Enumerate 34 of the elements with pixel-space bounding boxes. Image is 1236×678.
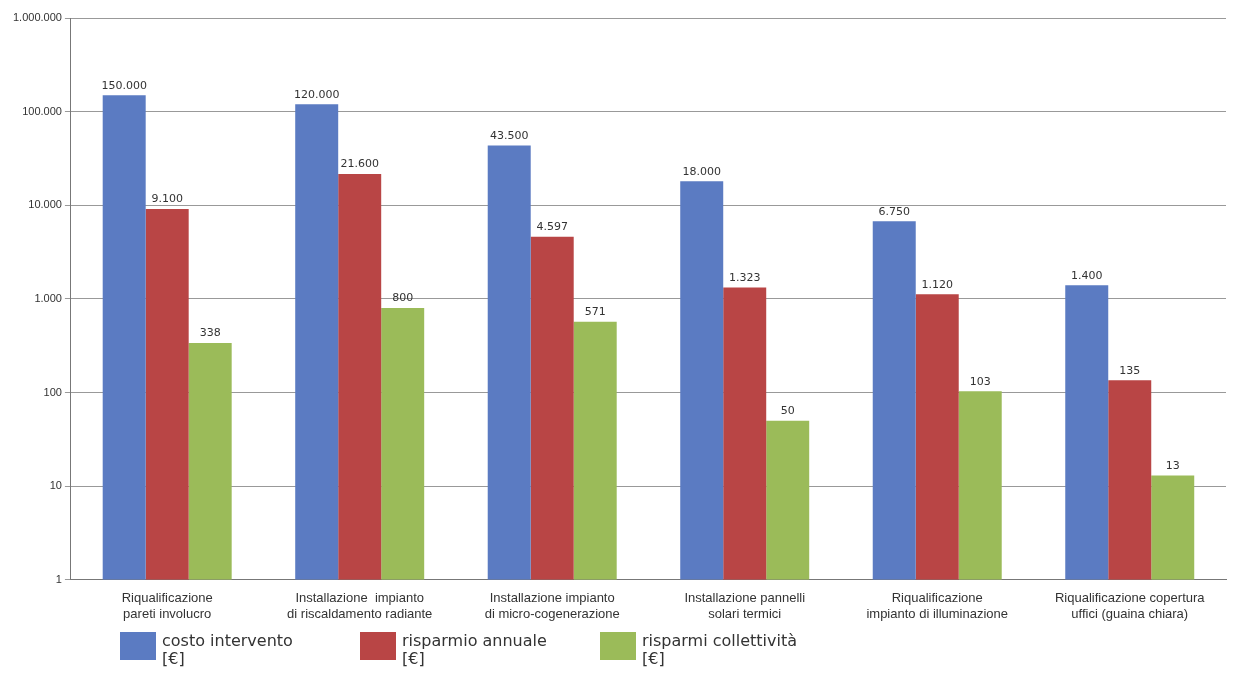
data-label: 1.323: [728, 270, 761, 284]
data-label: 103: [969, 374, 991, 388]
data-label: 571: [584, 305, 606, 319]
legend-label: costo intervento [€]: [162, 631, 293, 668]
y-tick-label: 100.000: [22, 104, 62, 117]
y-tick-label: 1: [55, 572, 62, 585]
data-label: 800: [392, 291, 414, 305]
data-label: 13: [1165, 458, 1180, 472]
data-label: 338: [199, 326, 221, 340]
x-tick-label: Installazione impianto di micro-cogenerazione: [484, 590, 620, 621]
data-label: 150.000: [101, 78, 147, 92]
x-tick-label: Installazione pannelli solari termici: [684, 590, 806, 621]
data-label: 4.597: [536, 220, 568, 234]
legend-label: risparmio annuale [€]: [402, 631, 547, 668]
y-tick-label: 10: [49, 479, 62, 492]
data-label: 18.000: [682, 164, 721, 178]
y-tick-label: 1.000.000: [13, 11, 62, 24]
x-tick-label: Riqualificazione impianto di illuminazione: [866, 590, 1009, 621]
x-tick-label: Riqualificazione copertura uffici (guaina chiara): [1054, 590, 1206, 621]
y-tick-label: 100: [43, 385, 62, 398]
legend-label: risparmi collettività [€]: [642, 631, 798, 668]
data-label: 1.400: [1071, 268, 1103, 282]
y-tick-label: 1.000: [34, 291, 62, 304]
data-label: 43.500: [489, 128, 529, 142]
x-tick-label: Installazione impianto di riscaldamento radiante: [287, 590, 433, 621]
data-label: 135: [1119, 363, 1141, 377]
data-label: 50: [780, 404, 795, 418]
data-label: 1.120: [921, 277, 953, 291]
data-label: 9.100: [151, 192, 183, 206]
y-tick-label: 10.000: [28, 198, 62, 211]
data-label: 120.000: [293, 87, 340, 101]
x-tick-label: Riqualificazione pareti involucro: [121, 590, 213, 621]
data-label: 6.750: [878, 204, 910, 218]
data-label: 21.600: [340, 157, 379, 171]
